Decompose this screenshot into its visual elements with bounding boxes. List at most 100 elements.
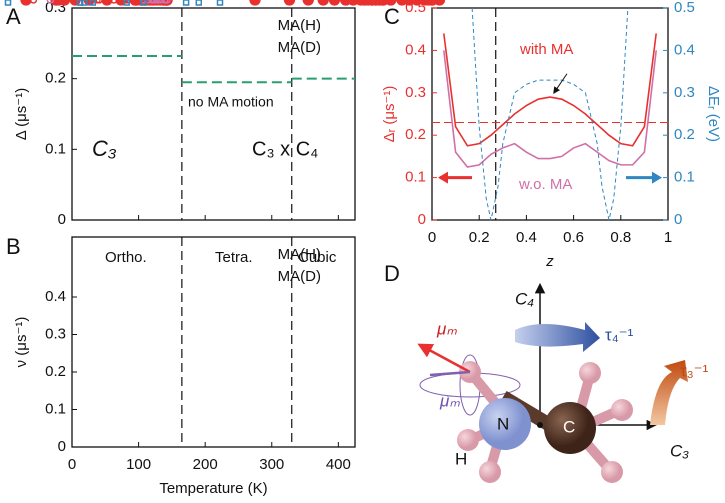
y-tick-label: 0: [418, 211, 426, 228]
x-tick-label: 0: [68, 456, 76, 473]
scatter-point: [317, 0, 329, 6]
line-marker: [182, 0, 190, 6]
series-line: [471, 7, 629, 221]
annotation: w.o. MA: [518, 176, 572, 193]
y-axis-label: ν (μs⁻¹): [13, 317, 30, 368]
panel-label: C: [384, 4, 400, 29]
moment-label: μ̄ₘ: [439, 391, 460, 410]
y2-tick-label: 0: [674, 211, 682, 228]
line-marker: [156, 0, 165, 4]
line-marker: [81, 0, 88, 6]
y2-tick-label: 0.3: [674, 84, 695, 101]
panel-label: B: [6, 234, 21, 259]
line-marker: [140, 0, 148, 4]
y-tick-label: 0.1: [45, 400, 66, 417]
line-marker: [144, 0, 152, 4]
scatter-point: [370, 0, 382, 6]
scatter-point: [433, 0, 446, 6]
line-marker: [101, 0, 110, 4]
line-marker: [148, 0, 156, 4]
scatter-point: [385, 0, 397, 6]
scatter-point: [396, 0, 408, 6]
line-marker: [140, 0, 147, 6]
x-tick-label: 0: [428, 229, 436, 246]
atom-label: H: [455, 449, 467, 468]
line-marker: [163, 0, 171, 4]
y-tick-label: 0.2: [45, 363, 66, 380]
axis-arrow-head: [652, 171, 662, 184]
x-tick-label: 0.6: [563, 229, 584, 246]
x-axis-label: Temperature (K): [159, 480, 267, 497]
panel-label: A: [6, 4, 21, 29]
y-tick-label: 0.1: [405, 169, 426, 186]
axis-label: C₄: [515, 289, 534, 308]
x-tick-label: 200: [193, 456, 218, 473]
y-tick-label: 0.3: [45, 325, 66, 342]
line-marker: [216, 0, 224, 6]
x-axis-label: z: [545, 253, 554, 270]
series-line: [443, 33, 657, 147]
panel-label: D: [384, 261, 400, 286]
x-tick-label: 1: [664, 229, 672, 246]
plot-frame: [431, 7, 669, 221]
x-tick-label: 0.4: [516, 229, 537, 246]
line-marker: [131, 0, 139, 4]
atom-label: C: [563, 417, 575, 436]
rate-label: τ₃⁻¹: [680, 361, 709, 380]
line-marker: [110, 0, 118, 4]
y-tick-label: 0.4: [405, 41, 426, 58]
series-line: [443, 50, 657, 168]
molecule-diagram: C₄ τ₄⁻¹ μₘ μ̄ₘ N C H τ₃⁻¹ C₃: [417, 282, 709, 483]
line-marker: [46, 0, 55, 4]
line-marker: [29, 0, 38, 4]
moment-label: μₘ: [436, 319, 457, 338]
y-tick-label: 0.1: [45, 140, 66, 157]
y-tick-label: 0: [58, 211, 66, 228]
line-marker: [123, 0, 131, 4]
line-marker: [216, 0, 224, 6]
y2-tick-label: 0.5: [674, 0, 695, 16]
line-marker: [161, 0, 169, 4]
annotation: Tetra.: [215, 249, 253, 266]
scatter-point: [69, 0, 81, 6]
annotation: Cubic: [298, 249, 337, 266]
legend-label: MA(D): [278, 268, 321, 285]
line-marker: [182, 0, 190, 6]
line-marker: [89, 0, 96, 6]
legend-label: MA(D): [278, 39, 321, 56]
axis-arrow-head: [438, 171, 448, 184]
line-marker: [93, 0, 101, 4]
x-tick-label: 300: [259, 456, 284, 473]
line-marker: [4, 0, 12, 6]
y2-axis-label: ΔEᵣ (eV): [705, 86, 722, 142]
scatter-point: [340, 0, 352, 6]
y2-tick-label: 0.1: [674, 169, 695, 186]
y-tick-label: 0: [58, 438, 66, 455]
line-marker: [123, 0, 130, 6]
y-tick-label: 0.3: [405, 84, 426, 101]
axis-label: C₃: [670, 441, 689, 460]
legend-marker: [20, 0, 32, 6]
x-tick-label: 0.2: [469, 229, 490, 246]
y-tick-label: 0.5: [405, 0, 426, 16]
scatter-point: [328, 0, 341, 6]
scatter-point: [58, 0, 71, 6]
scatter-point: [83, 0, 95, 6]
scatter-point: [283, 0, 296, 6]
line-marker: [76, 0, 84, 6]
line-marker: [95, 0, 103, 4]
y-axis-label: Δᵣ (μs⁻¹): [381, 86, 398, 143]
line-marker: [195, 0, 202, 6]
line-marker: [150, 0, 158, 4]
line-marker: [154, 0, 163, 4]
scatter-point: [302, 0, 314, 6]
pointer: [553, 73, 568, 94]
y-tick-label: 0.2: [405, 126, 426, 143]
x-tick-label: 0.8: [610, 229, 631, 246]
annotation: C₃ x C₄: [252, 138, 318, 160]
annotation: with MA: [519, 41, 573, 58]
line-marker: [152, 0, 161, 4]
annotation: C₃: [92, 136, 117, 161]
annotation: Ortho.: [105, 249, 147, 266]
